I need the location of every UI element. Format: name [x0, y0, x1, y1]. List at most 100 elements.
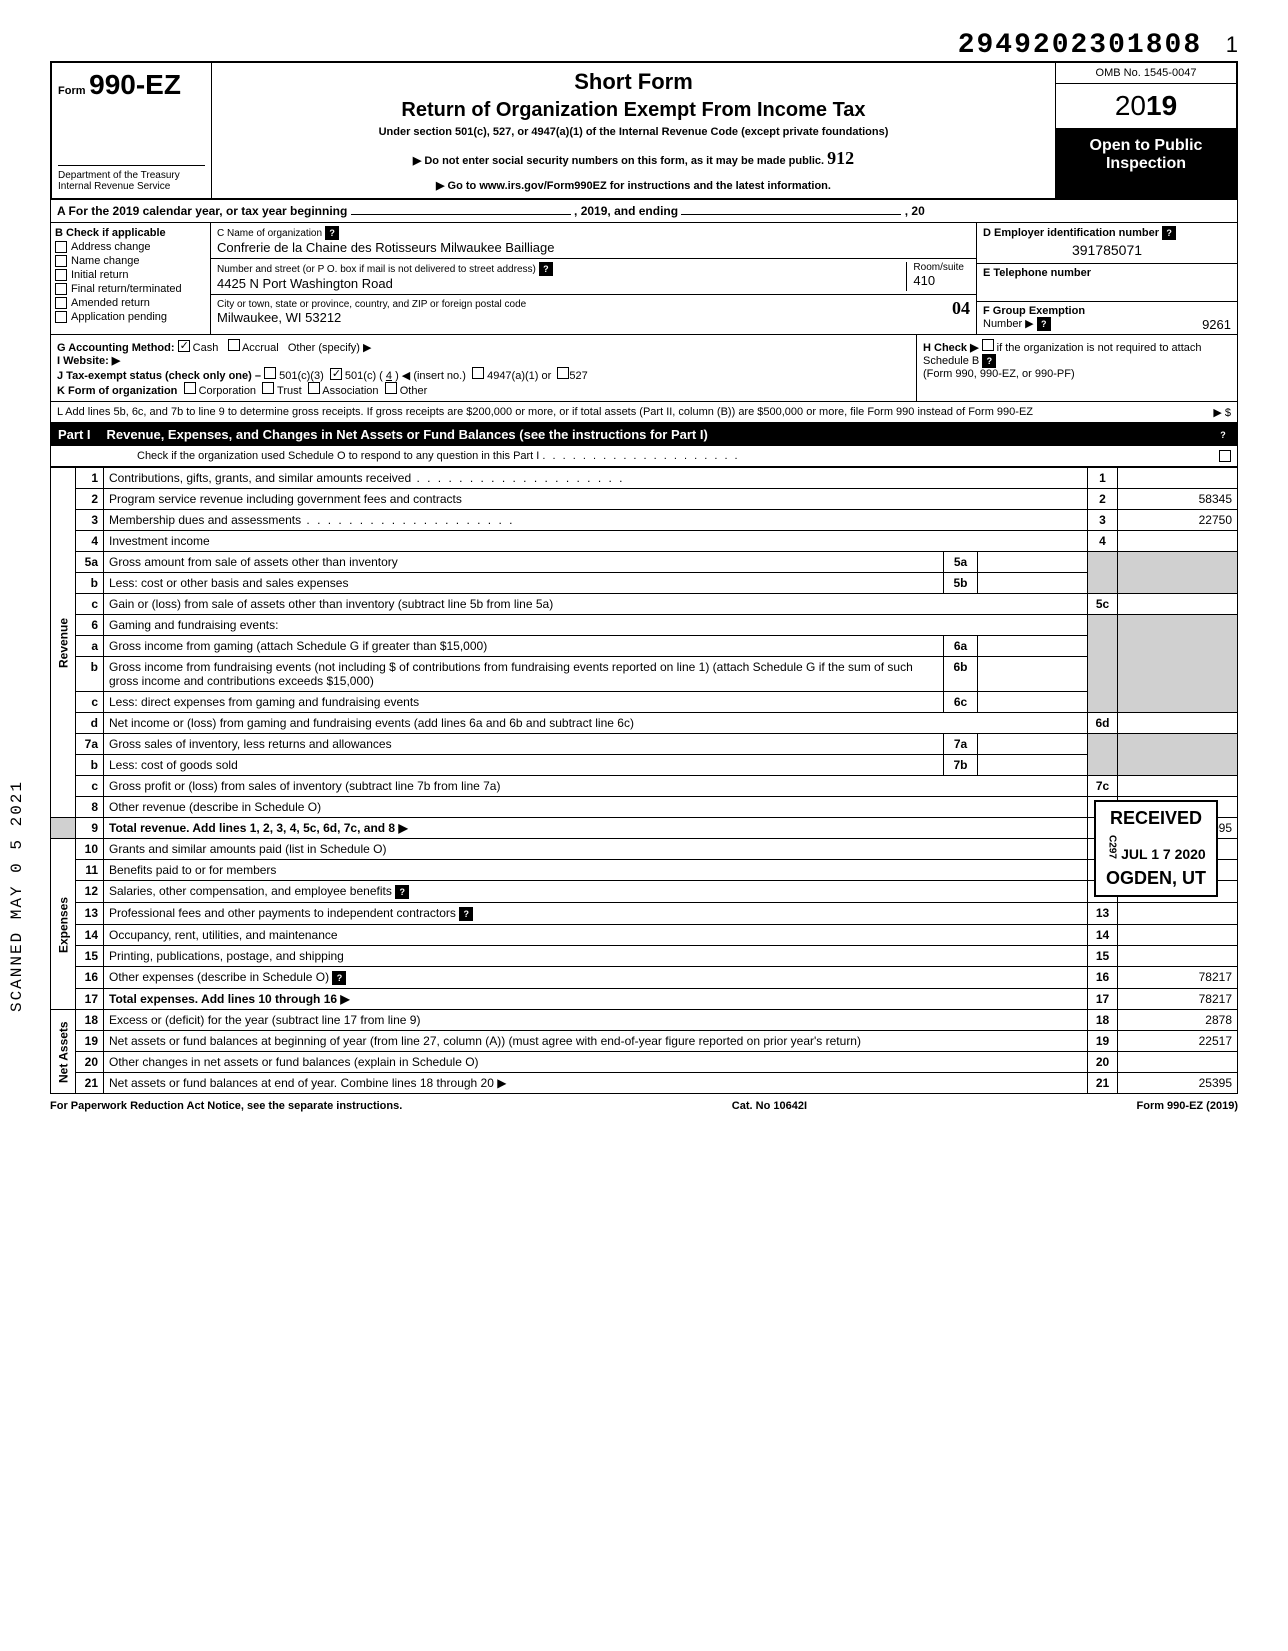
line-a-pre: A For the 2019 calendar year, or tax yea… — [57, 204, 347, 218]
cb-part1-schedo[interactable] — [1219, 450, 1231, 462]
j-label: J Tax-exempt status (check only one) – — [57, 370, 261, 382]
ln-19-desc: Net assets or fund balances at beginning… — [109, 1034, 861, 1048]
cb-501c[interactable] — [330, 368, 342, 380]
ssn-warning: ▶ Do not enter social security numbers o… — [413, 155, 824, 167]
ln-6a-desc: Gross income from gaming (attach Schedul… — [109, 639, 487, 653]
ln-7a-num: 7a — [76, 734, 104, 755]
ln-16-out: 16 — [1088, 967, 1118, 989]
b-label: B Check if applicable — [55, 227, 206, 239]
ln-5a-inum: 5a — [944, 552, 978, 573]
ln-4-num: 4 — [76, 531, 104, 552]
k-label: K Form of organization — [57, 385, 177, 397]
ln-9-num: 9 — [76, 818, 104, 839]
f-label: F Group Exemption — [983, 305, 1085, 317]
help-icon: ? — [1037, 317, 1051, 331]
ln-7c-out: 7c — [1088, 776, 1118, 797]
ln-9-desc: Total revenue. Add lines 1, 2, 3, 4, 5c,… — [109, 821, 408, 835]
ln-10-num: 10 — [76, 839, 104, 860]
ln-10-desc: Grants and similar amounts paid (list in… — [109, 842, 386, 856]
h-label: H Check ▶ — [923, 342, 979, 354]
cb-trust[interactable] — [262, 382, 274, 394]
ln-7a-desc: Gross sales of inventory, less returns a… — [109, 737, 392, 751]
d-label: D Employer identification number — [983, 227, 1159, 239]
ln-5c-desc: Gain or (loss) from sale of assets other… — [109, 597, 553, 611]
help-icon: ? — [395, 885, 409, 899]
ln-5b-desc: Less: cost or other basis and sales expe… — [109, 576, 348, 590]
ln-6a-num: a — [76, 636, 104, 657]
cb-address-change[interactable] — [55, 241, 67, 253]
ln-2-num: 2 — [76, 489, 104, 510]
i-label: I Website: ▶ — [57, 355, 120, 367]
ln-6d-val — [1118, 713, 1238, 734]
cb-name-change[interactable] — [55, 255, 67, 267]
g-accrual: Accrual — [242, 342, 279, 354]
ln-6c-inum: 6c — [944, 692, 978, 713]
form-number: 990-EZ — [89, 69, 181, 100]
ln-19-out: 19 — [1088, 1031, 1118, 1052]
j-527: 527 — [569, 370, 587, 382]
ln-21-val: 25395 — [1118, 1073, 1238, 1094]
ln-3-desc: Membership dues and assessments — [109, 513, 301, 527]
dept-irs: Internal Revenue Service — [58, 181, 205, 192]
cb-501c3[interactable] — [264, 367, 276, 379]
received-stamp: RECEIVED C297 JUL 1 7 2020 OGDEN, UT — [1094, 800, 1218, 897]
received-text: RECEIVED — [1106, 808, 1206, 829]
return-title: Return of Organization Exempt From Incom… — [222, 99, 1045, 122]
year-prefix: 20 — [1115, 90, 1146, 121]
cb-527[interactable] — [557, 367, 569, 379]
cb-app-pending[interactable] — [55, 311, 67, 323]
help-icon: ? — [459, 907, 473, 921]
form-word: Form — [58, 85, 86, 97]
ln-6-num: 6 — [76, 615, 104, 636]
cb-initial-return[interactable] — [55, 269, 67, 281]
handwritten-04: 04 — [952, 298, 970, 325]
help-icon: ? — [325, 226, 339, 240]
cb-4947[interactable] — [472, 367, 484, 379]
ln-16-num: 16 — [76, 967, 104, 989]
line-a: A For the 2019 calendar year, or tax yea… — [50, 200, 1238, 223]
ln-1-out: 1 — [1088, 468, 1118, 489]
ln-14-out: 14 — [1088, 925, 1118, 946]
j-501c: 501(c) ( — [345, 370, 383, 382]
ln-5b-inum: 5b — [944, 573, 978, 594]
ln-6c-ival — [978, 692, 1088, 713]
ln-11-num: 11 — [76, 860, 104, 881]
f-sub: Number ▶ — [983, 318, 1034, 330]
ln-14-num: 14 — [76, 925, 104, 946]
ln-13-desc: Professional fees and other payments to … — [109, 906, 456, 920]
group-num: 9261 — [1202, 317, 1231, 332]
cb-other[interactable] — [385, 382, 397, 394]
e-label: E Telephone number — [983, 267, 1091, 279]
org-name: Confrerie de la Chaine des Rotisseurs Mi… — [217, 240, 554, 255]
room-label: Room/suite — [913, 262, 964, 273]
ln-5b-num: b — [76, 573, 104, 594]
cb-sched-b[interactable] — [982, 339, 994, 351]
part1-num: Part I — [58, 427, 91, 442]
cb-corp[interactable] — [184, 382, 196, 394]
under-section: Under section 501(c), 527, or 4947(a)(1)… — [222, 126, 1045, 138]
part1-title: Revenue, Expenses, and Changes in Net As… — [107, 427, 1200, 442]
g-label: G Accounting Method: — [57, 342, 175, 354]
omb-number: OMB No. 1545-0047 — [1056, 63, 1236, 84]
ln-20-out: 20 — [1088, 1052, 1118, 1073]
cb-cash[interactable] — [178, 340, 190, 352]
ln-6d-out: 6d — [1088, 713, 1118, 734]
ln-7a-inum: 7a — [944, 734, 978, 755]
cb-assoc[interactable] — [308, 382, 320, 394]
ln-5c-num: c — [76, 594, 104, 615]
ln-6-desc: Gaming and fundraising events: — [109, 618, 278, 632]
cb-amended[interactable] — [55, 297, 67, 309]
ln-17-val: 78217 — [1118, 989, 1238, 1010]
city: Milwaukee, WI 53212 — [217, 310, 341, 325]
goto-line: ▶ Go to www.irs.gov/Form990EZ for instru… — [222, 179, 1045, 192]
cb-accrual[interactable] — [228, 339, 240, 351]
ln-6d-desc: Net income or (loss) from gaming and fun… — [109, 716, 634, 730]
street: 4425 N Port Washington Road — [217, 276, 393, 291]
ein: 391785071 — [983, 240, 1231, 260]
ln-18-out: 18 — [1088, 1010, 1118, 1031]
cb-final-return[interactable] — [55, 283, 67, 295]
ln-4-desc: Investment income — [109, 534, 210, 548]
scanned-stamp: SCANNED MAY 0 5 2021 — [8, 780, 26, 1012]
ln-6b-ival — [978, 657, 1088, 692]
ln-1-num: 1 — [76, 468, 104, 489]
